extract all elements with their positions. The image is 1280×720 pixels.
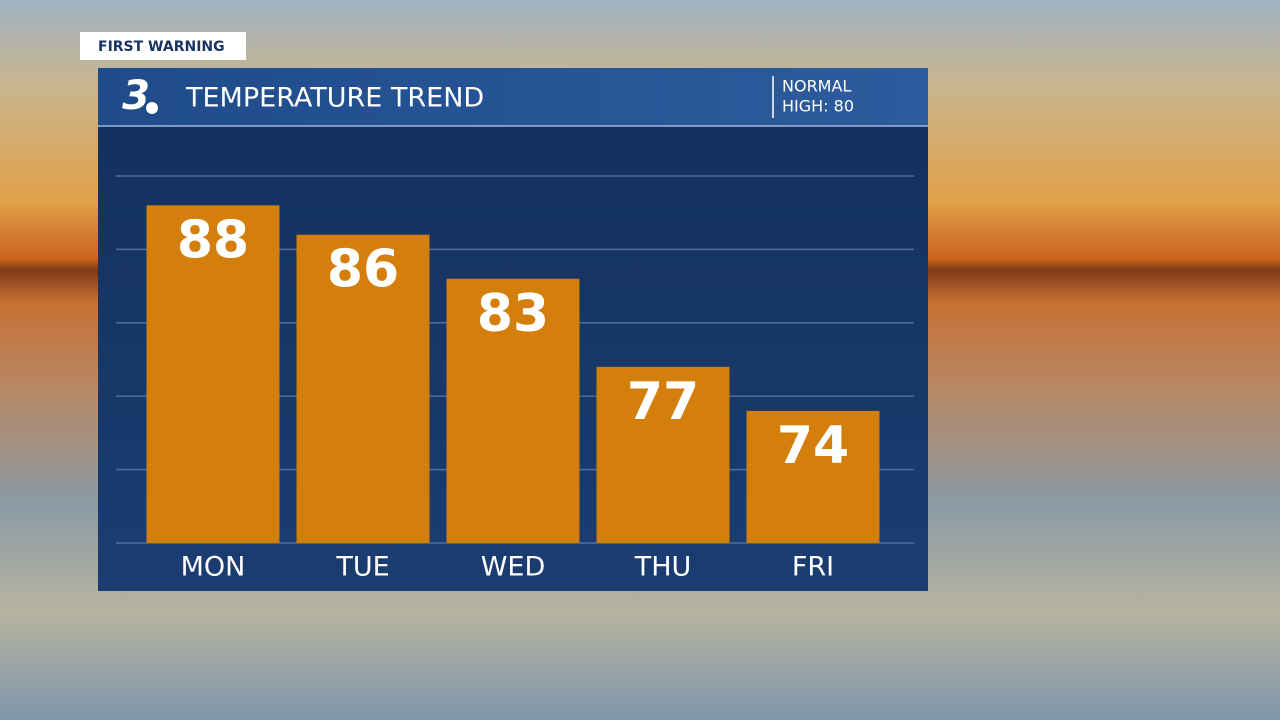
value-label: 77	[627, 372, 699, 432]
x-tick-label: MON	[181, 552, 246, 583]
badge: FIRST WARNING	[98, 39, 225, 55]
x-tick-label: THU	[634, 552, 692, 583]
x-tick-label: FRI	[792, 552, 834, 583]
bar	[596, 366, 730, 543]
value-label: 86	[327, 240, 399, 300]
bar	[146, 205, 280, 544]
chart-title: TEMPERATURE TREND	[185, 83, 484, 114]
bar	[446, 278, 580, 543]
bar	[746, 410, 880, 543]
logo-eye	[144, 100, 160, 116]
x-tick-label: TUE	[335, 552, 389, 583]
annotation: HIGH: 80	[782, 97, 854, 116]
value-label: 83	[477, 284, 549, 344]
value-label: 74	[777, 416, 849, 476]
x-tick-label: WED	[481, 552, 546, 583]
bar	[296, 234, 430, 543]
badge-box	[80, 32, 246, 60]
value-label: 88	[177, 210, 249, 270]
header	[98, 68, 928, 126]
annotation: NORMAL	[782, 77, 851, 96]
